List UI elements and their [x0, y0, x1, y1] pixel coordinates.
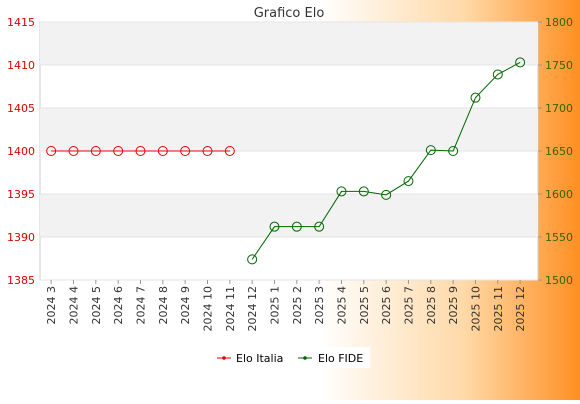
data-point-elo-italia	[157, 146, 168, 156]
x-tick-label: 2025 8	[425, 286, 438, 325]
data-point-elo-italia	[202, 146, 213, 156]
x-tick-label: 2025 10	[469, 286, 482, 332]
right-tick-label: 1750	[545, 59, 573, 72]
right-y-axis: 1500 1550 1600 1650 1700 1750 1800	[538, 16, 573, 287]
x-tick-label: 2025 12	[514, 286, 527, 332]
plot-band	[40, 194, 538, 237]
x-tick-label: 2025 2	[291, 286, 304, 325]
x-tick-label: 2024 6	[112, 286, 125, 325]
right-tick-label: 1650	[545, 145, 573, 158]
chart-title: Grafico Elo	[254, 6, 325, 21]
data-point-elo-italia	[68, 146, 79, 156]
right-tick-label: 1500	[545, 274, 573, 287]
gridlines	[40, 21, 538, 281]
x-tick-label: 2025 5	[358, 286, 371, 325]
x-tick-label: 2024 7	[134, 286, 147, 325]
data-point-elo-fide	[403, 176, 414, 187]
left-tick-label: 1395	[7, 188, 35, 201]
x-tick-label: 2024 8	[157, 286, 170, 325]
data-point-elo-fide	[448, 146, 459, 156]
x-axis: 2024 3 2024 4 2024 5 2024 6 2024 7 2024 8 2024…	[45, 280, 527, 332]
left-tick-label: 1400	[7, 145, 35, 158]
x-tick-label: 2024 9	[179, 286, 192, 325]
x-tick-label: 2024 5	[90, 286, 103, 325]
x-tick-label: 2025 6	[380, 286, 393, 325]
data-point-elo-fide	[269, 221, 280, 232]
data-point-elo-fide	[492, 69, 503, 80]
right-tick-label: 1600	[545, 188, 573, 201]
legend-marker-elo-italia	[222, 356, 226, 360]
data-point-elo-fide	[425, 145, 436, 156]
data-point-elo-fide	[470, 92, 481, 103]
data-point-elo-italia	[113, 146, 124, 156]
data-point-elo-italia	[135, 146, 146, 156]
series-elo-fide	[247, 57, 526, 265]
legend-label-elo-italia: Elo Italia	[236, 352, 283, 365]
x-tick-label: 2024 12	[246, 286, 259, 332]
data-point-elo-fide	[291, 221, 302, 232]
series-line-elo-fide	[251, 61, 521, 260]
x-tick-label: 2025 9	[447, 286, 460, 325]
x-tick-label: 2025 1	[268, 286, 281, 325]
plot-band	[40, 108, 538, 151]
left-tick-label: 1385	[7, 274, 35, 287]
data-point-elo-fide	[358, 186, 369, 197]
x-tick-label: 2024 11	[224, 286, 237, 332]
data-point-elo-italia	[180, 146, 191, 156]
x-tick-label: 2025 11	[492, 286, 505, 332]
left-tick-label: 1405	[7, 102, 35, 115]
data-point-elo-italia	[224, 146, 235, 156]
x-tick-label: 2025 4	[335, 286, 348, 325]
plot-band	[40, 22, 538, 65]
data-point-elo-fide	[381, 189, 392, 200]
x-tick-label: 2024 10	[201, 286, 214, 332]
legend-marker-elo-fide	[303, 356, 307, 360]
series-elo-italia	[46, 146, 235, 156]
left-tick-label: 1410	[7, 59, 35, 72]
left-tick-label: 1415	[7, 16, 35, 29]
data-point-elo-fide	[247, 254, 258, 265]
left-tick-label: 1390	[7, 231, 35, 244]
legend: Elo Italia Elo FIDE	[212, 347, 370, 368]
data-point-elo-italia	[90, 146, 101, 156]
x-tick-label: 2025 3	[313, 286, 326, 325]
x-tick-label: 2025 7	[402, 286, 415, 325]
right-tick-label: 1700	[545, 102, 573, 115]
x-tick-label: 2024 4	[67, 286, 80, 325]
data-point-elo-fide	[336, 186, 347, 197]
right-tick-label: 1800	[545, 16, 573, 29]
series-layer	[46, 57, 526, 265]
left-y-axis: 1385 1390 1395 1400 1405 1410 1415	[7, 16, 35, 287]
right-tick-label: 1550	[545, 231, 573, 244]
x-tick-label: 2024 3	[45, 286, 58, 325]
data-point-elo-italia	[46, 146, 57, 156]
data-point-elo-fide	[314, 221, 325, 232]
data-point-elo-fide	[515, 57, 526, 68]
legend-box	[212, 347, 370, 368]
plot-bands	[40, 22, 538, 237]
legend-label-elo-fide: Elo FIDE	[318, 352, 363, 365]
